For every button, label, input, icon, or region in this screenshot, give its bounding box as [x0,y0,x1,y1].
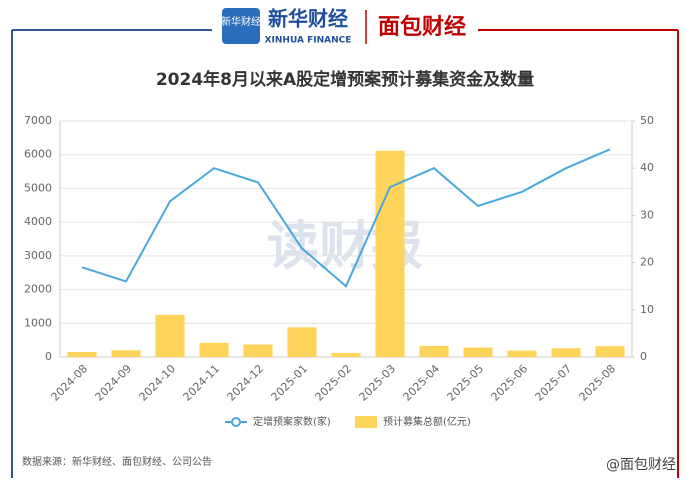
y-tick-label: 2000 [24,283,52,296]
y-tick-label: 0 [45,350,52,363]
bar [243,344,273,357]
logo-text: 新华财经 [221,15,261,28]
legend-label: 定增预案家数(家) [253,415,331,428]
legend-swatch [355,416,377,428]
y2-tick-label: 30 [640,208,654,221]
x-tick-label: 2025-08 [577,362,619,404]
x-tick-label: 2025-01 [269,362,311,404]
bar [331,352,361,357]
bar [507,350,537,357]
x-tick-label: 2025-07 [533,362,575,404]
bar [595,346,625,357]
brand-en: XINHUA FINANCE [265,36,352,46]
y-tick-label: 6000 [24,148,52,161]
x-tick-label: 2025-02 [313,362,355,404]
legend-swatch [231,417,241,427]
y-tick-label: 1000 [24,316,52,329]
x-tick-label: 2024-12 [225,362,267,404]
y2-tick-label: 20 [640,256,654,269]
bar [199,342,229,357]
bar [419,345,449,357]
x-tick-label: 2025-06 [489,362,531,404]
x-tick-label: 2024-10 [137,362,179,404]
bar [551,348,581,357]
y-tick-label: 3000 [24,249,52,262]
account: @面包财经 [606,457,676,473]
brand: 新华财经 [268,7,348,31]
legend-label: 预计募集总额(亿元) [383,415,471,428]
y-tick-label: 4000 [24,215,52,228]
partner: 面包财经 [378,14,466,40]
y2-tick-label: 0 [640,350,647,363]
bar [111,350,141,357]
bar [375,150,405,357]
bar [287,327,317,357]
x-tick-label: 2025-04 [401,362,443,404]
bar [463,347,493,357]
x-tick-label: 2024-08 [49,362,91,404]
y2-tick-label: 50 [640,114,654,127]
x-tick-label: 2024-09 [93,362,135,404]
source: 数据来源：新华财经、面包财经、公司公告 [22,455,212,468]
x-tick-label: 2025-03 [357,362,399,404]
y-tick-label: 5000 [24,181,52,194]
y2-tick-label: 40 [640,161,654,174]
bar [67,351,97,357]
chart-title: 2024年8月以来A股定增预案预计募集资金及数量 [156,69,534,90]
y-tick-label: 7000 [24,114,52,127]
bar [155,314,185,357]
y2-tick-label: 10 [640,303,654,316]
logo [222,8,260,44]
x-tick-label: 2024-11 [181,362,223,404]
line [81,148,611,288]
x-tick-label: 2025-05 [445,362,487,404]
